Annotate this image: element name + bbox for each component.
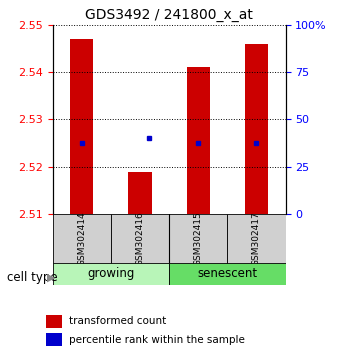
Bar <box>169 263 286 285</box>
Bar <box>70 39 94 214</box>
Bar <box>46 333 63 346</box>
Bar <box>53 214 111 264</box>
Text: cell type: cell type <box>7 272 57 284</box>
Bar <box>169 214 227 264</box>
Bar <box>187 67 210 214</box>
Text: GSM302416: GSM302416 <box>136 212 144 266</box>
Text: percentile rank within the sample: percentile rank within the sample <box>69 335 244 345</box>
Text: senescent: senescent <box>197 268 257 280</box>
Bar <box>46 315 63 328</box>
Bar <box>245 44 268 214</box>
Text: transformed count: transformed count <box>69 316 166 326</box>
Bar <box>111 214 169 264</box>
Text: growing: growing <box>87 268 135 280</box>
Bar <box>53 263 169 285</box>
Title: GDS3492 / 241800_x_at: GDS3492 / 241800_x_at <box>85 8 253 22</box>
Text: GSM302414: GSM302414 <box>77 212 86 266</box>
Bar <box>129 172 152 214</box>
Text: ▶: ▶ <box>47 273 55 283</box>
Bar <box>227 214 286 264</box>
Text: GSM302415: GSM302415 <box>194 212 203 266</box>
Text: GSM302417: GSM302417 <box>252 212 261 266</box>
